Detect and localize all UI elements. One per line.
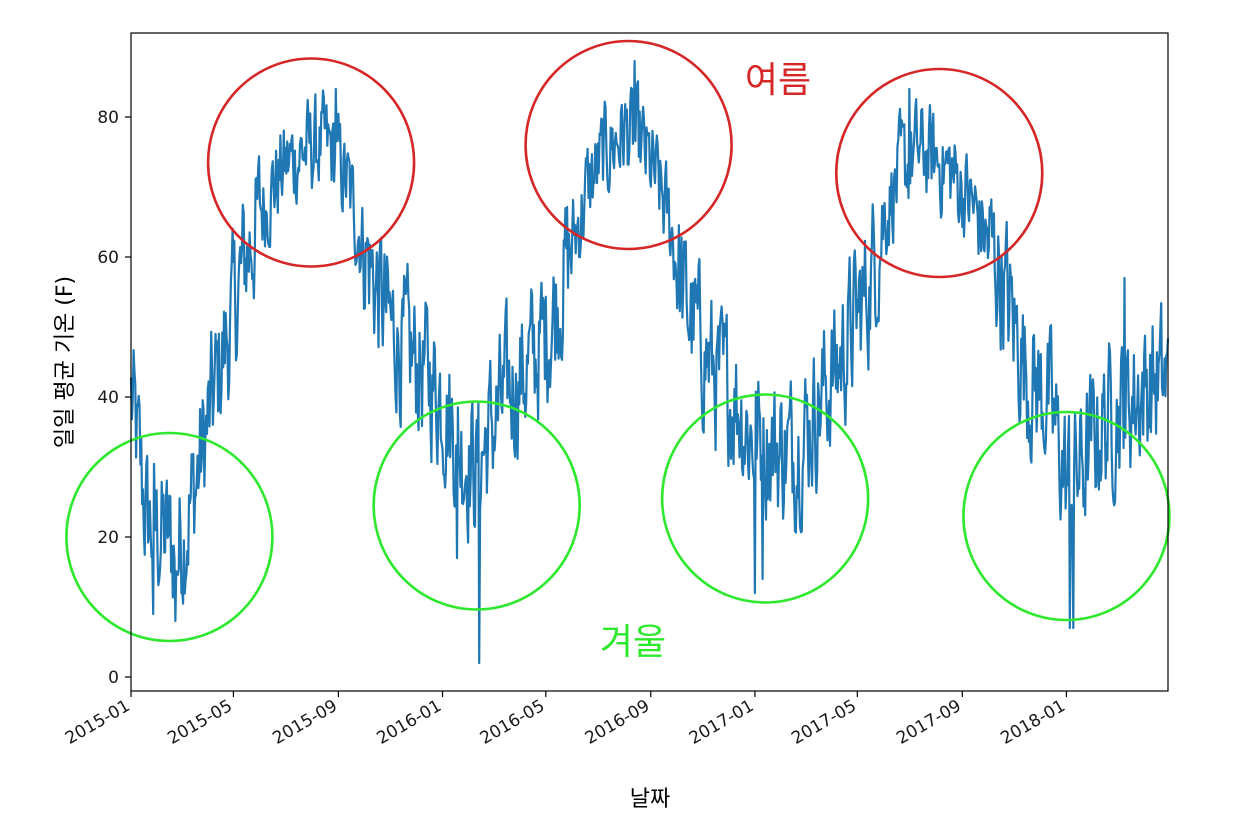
winter-circle [65,431,274,643]
annotation-layer [65,39,1171,643]
winter-circle [372,400,581,611]
winter-circle [660,393,870,604]
winter-label: 겨울 [600,622,666,663]
y-tick-label: 0 [108,668,119,688]
y-axis: 0 20 40 60 80 [97,108,131,688]
winter-circle [962,410,1171,622]
x-tick-label: 2016-05 [477,696,549,749]
x-tick-label: 2015-01 [62,696,134,749]
summer-circle [524,39,733,251]
summer-circle [834,67,1044,279]
x-tick-label: 2015-05 [164,696,236,749]
x-axis: 2015-01 2015-05 2015-09 2016-01 2016-05 2016-… [62,691,1069,749]
y-tick-label: 80 [97,108,119,128]
x-tick-label: 2016-09 [582,696,654,749]
y-axis-label: 일일 평균 기온 (F) [53,276,78,448]
x-tick-label: 2015-09 [269,696,341,749]
x-axis-label: 날짜 [630,787,670,812]
summer-circle [206,57,416,268]
y-tick-label: 20 [97,528,119,548]
summer-label: 여름 [745,60,811,101]
plot-frame [130,32,1169,692]
y-tick-label: 40 [97,388,119,408]
plot-area [129,59,1170,665]
x-tick-label: 2018-01 [997,696,1069,749]
x-tick-label: 2017-05 [788,696,860,749]
x-tick-label: 2017-01 [686,696,758,749]
y-tick-label: 60 [97,248,119,268]
x-tick-label: 2016-01 [374,696,446,749]
temperature-line [129,59,1170,665]
x-tick-label: 2017-09 [893,696,965,749]
